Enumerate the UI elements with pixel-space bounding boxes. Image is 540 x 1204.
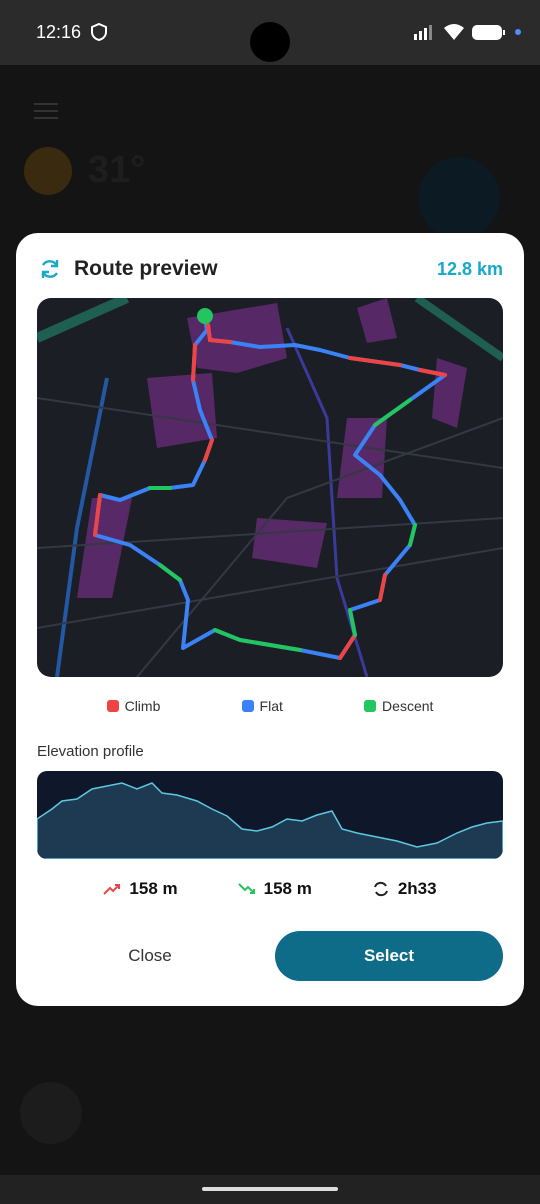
select-button[interactable]: Select [275, 931, 503, 981]
refresh-icon [41, 260, 59, 278]
duration: 2h33 [372, 879, 437, 899]
shield-icon [91, 22, 107, 42]
dialog-title: Route preview [74, 257, 218, 280]
ascent-value: 158 m [129, 879, 178, 898]
temperature: 31° [88, 149, 146, 191]
legend-swatch [241, 700, 254, 712]
elevation-label: Elevation profile [37, 743, 144, 760]
legend-item: Descent [364, 698, 433, 714]
home-indicator [202, 1187, 338, 1191]
descent-icon [237, 883, 255, 894]
legend-label: Flat [259, 698, 283, 714]
legend-item: Flat [241, 698, 283, 714]
menu-icon [34, 103, 58, 119]
stats: 158 m 158 m 2h33 [16, 879, 524, 899]
ascent: 158 m [103, 879, 178, 899]
legend: Climb Flat Descent [16, 698, 524, 714]
distance: 12.8 km [436, 259, 503, 279]
route-map [37, 298, 503, 677]
route-dialog: Route preview 12.8 km Climb Flat [16, 233, 524, 1006]
ascent-icon [103, 884, 121, 895]
status-icons [414, 24, 521, 40]
legend-swatch [364, 700, 377, 712]
nav-bar [0, 1175, 540, 1204]
clock: 12:16 [36, 22, 82, 42]
legend-label: Climb [124, 698, 161, 714]
sun-icon [24, 147, 72, 195]
elevation-profile [37, 771, 503, 859]
camera [250, 22, 290, 62]
lock-button [20, 1082, 82, 1144]
duration-icon [373, 881, 388, 897]
status-bar: 12:16 [0, 0, 540, 65]
legend-label: Descent [382, 698, 434, 714]
close-button[interactable]: Close [128, 946, 172, 965]
legend-item: Climb [106, 698, 161, 714]
duration-value: 2h33 [397, 879, 437, 898]
announce-button [418, 157, 500, 239]
legend-swatch [106, 700, 119, 712]
descent-value: 158 m [263, 879, 312, 898]
descent: 158 m [237, 879, 312, 899]
